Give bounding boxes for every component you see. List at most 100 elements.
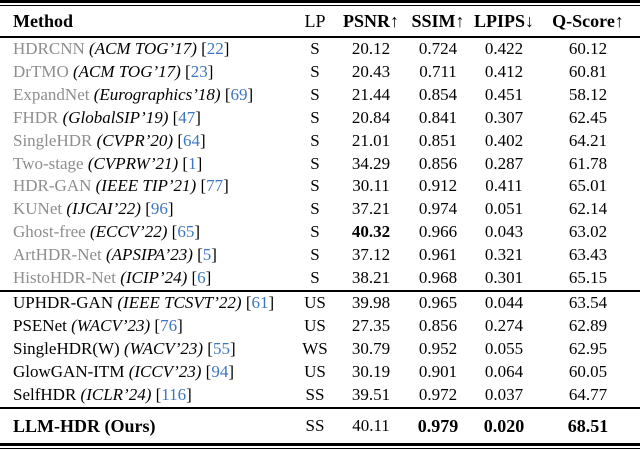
table-row: FHDR (GlobalSIP’19) [47] S 20.84 0.841 0.307… [0,107,640,130]
ssim-value: 0.979 [404,406,472,444]
lpips-value: 0.051 [484,199,524,219]
venue-label: (Eurographics’18) [93,84,221,104]
lp-value: US [292,289,338,315]
venue-label: (APSIPA’23) [106,245,193,265]
citation-link[interactable]: [22] [201,39,230,58]
col-header-lpips: LPIPS↓ [472,6,536,38]
lpips-value: 0.274 [484,315,524,335]
method-cell: LLM-HDR (Ours) [0,406,292,444]
method-cell: Two-stage (CVPRW’21) [1] [0,153,292,176]
qscore-value: 64.21 [568,130,608,150]
ssim-value: 0.841 [418,107,458,127]
citation-link[interactable]: [6] [191,268,212,288]
citation-link[interactable]: [55] [207,338,236,358]
col-header-ssim: SSIM↑ [404,6,472,38]
citation-number: 94 [211,361,229,381]
citation-number: 22 [206,39,224,58]
citation-link[interactable]: [76] [154,315,183,335]
venue-label: (ICLR’24) [80,384,152,404]
psnr-value: 30.19 [351,361,391,381]
citation-link[interactable]: [77] [200,176,229,196]
method-name: Ghost-free [13,222,86,242]
venue-label: (WACV’23) [123,338,204,358]
method-name: DrTMO [13,61,69,81]
method-cell: HDRCNN (ACM TOG’17) [22] [0,37,292,61]
lp-value: SS [292,406,338,444]
lpips-value: 0.412 [484,61,524,81]
table-row: PSENet (WACV’23) [76] US 27.35 0.856 0.274 62… [0,315,640,338]
lpips-value: 0.411 [485,176,523,196]
lp-value: S [310,176,320,196]
citation-number: 76 [160,315,178,335]
citation-number: 116 [161,384,187,404]
venue-label: (CVPR’20) [96,130,174,150]
citation-link[interactable]: [116] [155,384,192,404]
lp-value: US [304,361,326,381]
citation-link[interactable]: [5] [197,245,217,265]
citation-link[interactable]: [69] [224,84,254,104]
table-row: HDRCNN (ACM TOG’17) [22] S 20.12 0.724 0.422… [0,37,640,61]
lpips-value: 0.055 [484,338,524,358]
lp-value: S [310,39,320,58]
psnr-value: 37.21 [351,199,391,219]
citation-number: 77 [206,176,224,196]
lp-value: S [310,268,320,288]
lpips-value: 0.321 [484,245,524,265]
lpips-value: 0.422 [484,39,524,58]
lpips-value: 0.064 [484,361,524,381]
method-cell: SingleHDR(W) (WACV’23) [55] [0,338,292,361]
method-name: SelfHDR [13,384,77,404]
citation-link[interactable]: [94] [205,361,234,381]
citation-link[interactable]: [1] [182,153,203,173]
method-name: ExpandNet [13,84,90,104]
qscore-value: 63.02 [568,222,608,242]
citation-link[interactable]: [65] [171,222,200,242]
qscore-value: 60.05 [568,361,608,381]
venue-label: (ICIP’24) [120,268,188,288]
method-name: HistoHDR-Net [13,268,116,288]
ssim-value: 0.851 [418,130,458,150]
table-row: KUNet (IJCAI’22) [96] S 37.21 0.974 0.051 62.… [0,198,640,221]
lpips-value: 0.044 [472,289,536,315]
citation-link[interactable]: [64] [177,130,206,150]
citation-link[interactable]: [61] [245,292,275,312]
venue-label: (WACV’23) [71,315,151,335]
table-row: SingleHDR(W) (WACV’23) [55] WS 30.79 0.952 0… [0,338,640,361]
top-rule-thick [0,0,640,3]
lp-value: SS [305,384,325,404]
top-rule-thin [0,5,640,6]
method-cell: HDR-GAN (IEEE TIP’21) [77] [0,175,292,198]
qscore-value: 63.43 [568,245,608,265]
lp-value: S [310,222,320,242]
psnr-value: 40.11 [338,406,404,444]
method-cell: KUNet (IJCAI’22) [96] [0,198,292,221]
table-body: HDRCNN (ACM TOG’17) [22] S 20.12 0.724 0.422… [0,37,640,444]
method-name: SingleHDR(W) [13,338,120,358]
ssim-value: 0.952 [418,338,458,358]
citation-link[interactable]: [96] [145,199,174,219]
method-cell: ArtHDR-Net (APSIPA’23) [5] [0,244,292,267]
col-header-method: Method [0,6,292,38]
venue-label: (ICCV’23) [128,361,202,381]
venue-label: (IJCAI’22) [66,199,141,219]
venue-label: (ACM TOG’17) [89,39,197,58]
method-name: Two-stage [13,153,84,173]
table-row: HDR-GAN (IEEE TIP’21) [77] S 30.11 0.912 0.4… [0,175,640,198]
venue-label: (ECCV’22) [89,222,168,242]
table-row: SingleHDR (CVPR’20) [64] S 21.01 0.851 0.402… [0,130,640,153]
citation-link[interactable]: [23] [185,61,214,81]
method-cell: DrTMO (ACM TOG’17) [23] [0,61,292,84]
method-name: GlowGAN-ITM [13,361,125,381]
results-table: Method LP PSNR↑ SSIM↑ LPIPS↓ Q-Score↑ HD… [0,6,640,444]
lp-value: S [310,130,320,150]
lp-value: S [310,199,320,219]
lpips-value: 0.301 [484,268,524,288]
table-row: DrTMO (ACM TOG’17) [23] S 20.43 0.711 0.412 6… [0,61,640,84]
method-cell: PSENet (WACV’23) [76] [0,315,292,338]
top-rule-gap [0,3,640,5]
citation-link[interactable]: [47] [172,107,201,127]
qscore-value: 68.51 [536,406,640,444]
venue-label: (IEEE TIP’21) [95,176,197,196]
citation-number: 61 [251,292,269,312]
